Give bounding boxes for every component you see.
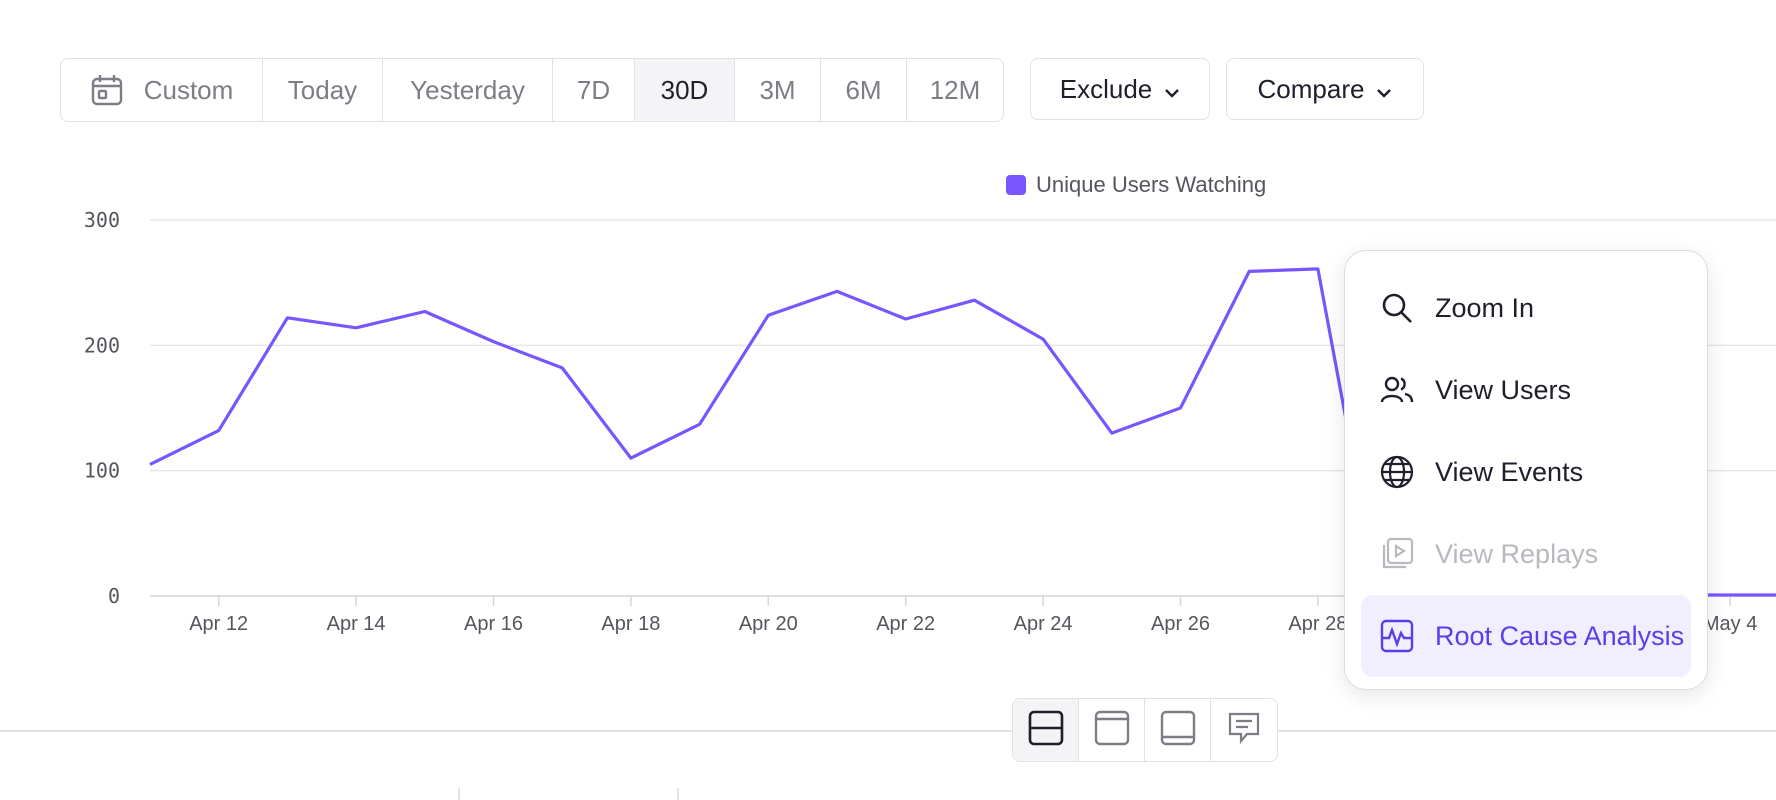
- range-6m-button[interactable]: 6M: [821, 59, 907, 121]
- search-icon: [1379, 290, 1415, 326]
- compare-label: Compare: [1257, 73, 1365, 104]
- divider-mark: [677, 788, 679, 800]
- chart-legend[interactable]: Unique Users Watching: [1006, 172, 1266, 198]
- range-12m-button[interactable]: 12M: [929, 74, 981, 105]
- divider-mark: [458, 788, 460, 800]
- comment-icon: [1227, 711, 1261, 750]
- legend-label: Unique Users Watching: [1036, 172, 1267, 197]
- date-range-selector: Custom Today Yesterday 7D 30D 3M 6M 12M: [60, 58, 1004, 122]
- series-line: [149, 267, 1360, 484]
- view-events-menu-item[interactable]: View Events: [1361, 431, 1691, 513]
- x-tick-label: Apr 20: [739, 613, 798, 635]
- bottom-panel-icon: [1160, 710, 1196, 751]
- section-divider: [0, 730, 1776, 732]
- view-replays-label: View Replays: [1435, 538, 1599, 569]
- range-3m-button[interactable]: 3M: [735, 59, 821, 121]
- x-tick-label: Apr 12: [189, 613, 248, 635]
- y-axis-ticks: 0 100 200 300: [84, 208, 120, 608]
- view-replays-menu-item[interactable]: View Replays: [1361, 513, 1691, 595]
- x-tick-label: Apr 26: [1151, 613, 1210, 635]
- chevron-down-icon: [1164, 74, 1180, 105]
- compare-dropdown[interactable]: Compare: [1226, 58, 1424, 120]
- x-tick-label: Apr 24: [1014, 613, 1073, 635]
- view-users-menu-item[interactable]: View Users: [1361, 349, 1691, 431]
- view-layout-toggle: [1012, 698, 1278, 762]
- y-tick-label: 100: [84, 459, 120, 483]
- x-tick-label: Apr 18: [601, 613, 660, 635]
- range-yesterday-button[interactable]: Yesterday: [383, 59, 553, 121]
- calendar-icon: [90, 73, 124, 107]
- exclude-label: Exclude: [1059, 73, 1153, 104]
- split-view-button[interactable]: [1013, 699, 1079, 761]
- y-tick-label: 0: [108, 584, 120, 608]
- replay-icon: [1379, 536, 1415, 572]
- x-tick-label: Apr 14: [327, 613, 386, 635]
- range-7d-button[interactable]: 7D: [553, 59, 635, 121]
- range-today-button[interactable]: Today: [263, 59, 383, 121]
- exclude-dropdown[interactable]: Exclude: [1030, 58, 1210, 120]
- top-panel-button[interactable]: [1079, 699, 1145, 761]
- view-events-label: View Events: [1435, 456, 1584, 487]
- zoom-in-label: Zoom In: [1435, 292, 1535, 323]
- y-tick-label: 200: [84, 333, 120, 357]
- comment-button[interactable]: [1211, 699, 1277, 761]
- x-axis-ticks: Apr 12 Apr 14 Apr 16 Apr 18 Apr 20 Apr 22 Apr …: [189, 596, 1757, 635]
- root-cause-analysis-label: Root Cause Analysis: [1435, 620, 1685, 651]
- legend-swatch: [1006, 175, 1026, 195]
- globe-icon: [1379, 454, 1415, 490]
- view-users-label: View Users: [1435, 374, 1572, 405]
- zoom-in-menu-item[interactable]: Zoom In: [1361, 267, 1691, 349]
- range-custom-label: Custom: [143, 74, 234, 105]
- root-cause-analysis-menu-item[interactable]: Root Cause Analysis: [1361, 595, 1691, 677]
- range-30d-button[interactable]: 30D: [635, 59, 735, 121]
- x-tick-label: Apr 28: [1288, 613, 1347, 635]
- x-tick-label: Apr 22: [876, 613, 935, 635]
- activity-chart-icon: [1379, 618, 1415, 654]
- top-panel-icon: [1094, 710, 1130, 751]
- bottom-panel-button[interactable]: [1145, 699, 1211, 761]
- chevron-down-icon: [1376, 74, 1392, 105]
- chart-context-menu: Zoom In View Users View Events: [1344, 250, 1708, 690]
- range-custom-button[interactable]: Custom: [61, 59, 263, 121]
- y-tick-label: 300: [84, 208, 120, 232]
- x-tick-label: May 4: [1703, 613, 1757, 635]
- split-view-icon: [1028, 710, 1064, 751]
- x-tick-label: Apr 16: [464, 613, 523, 635]
- users-icon: [1379, 372, 1415, 408]
